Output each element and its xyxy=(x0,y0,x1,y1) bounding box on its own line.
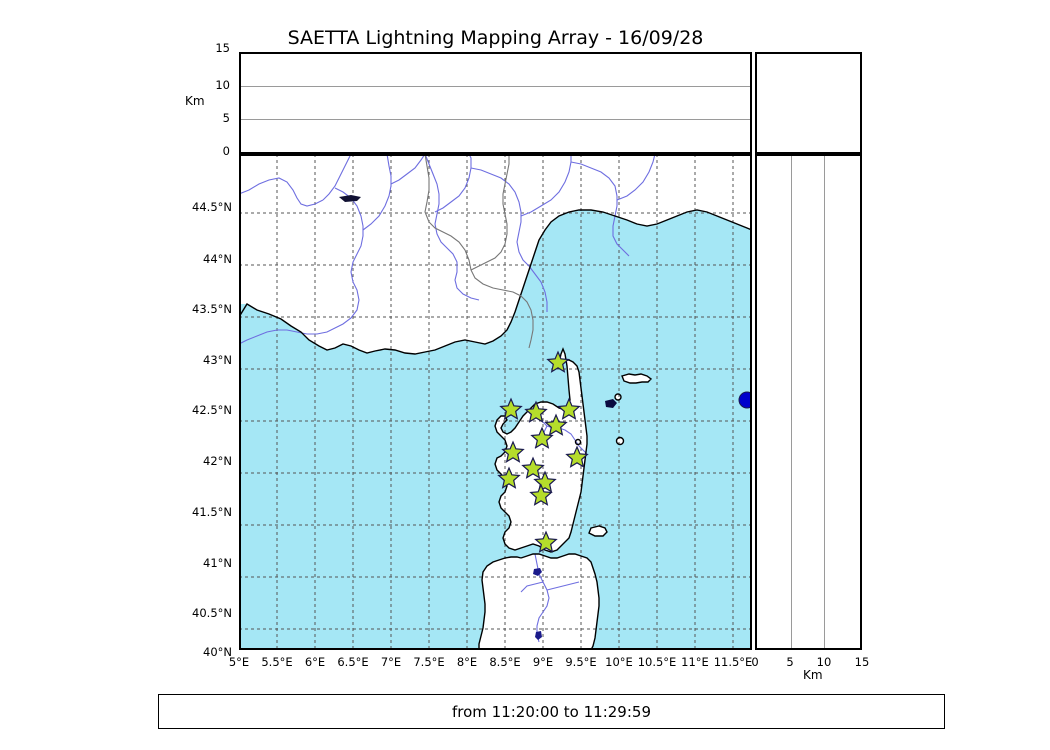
longitude-tick-7_5E: 7.5°E xyxy=(413,655,445,669)
map-gridlines xyxy=(241,156,750,648)
reference-marker xyxy=(738,391,750,408)
station-star xyxy=(498,396,523,420)
bay-fill xyxy=(604,398,617,408)
latitude-tick-43N: 43°N xyxy=(203,353,232,367)
map-panel[interactable] xyxy=(239,154,752,650)
altitude-right-tick-0: 0 xyxy=(751,655,759,669)
altitude-right-tick-15: 15 xyxy=(854,655,870,669)
latitude-tick-44N: 44°N xyxy=(203,252,232,266)
altitude-right-tick-10: 10 xyxy=(816,655,832,669)
latitude-tick-41_5N: 41.5°N xyxy=(192,505,232,519)
latitude-tick-44_5N: 44.5°N xyxy=(192,200,232,214)
altitude-tick-0: 0 xyxy=(222,144,230,158)
coastlines xyxy=(241,208,750,648)
altitude-latitude-plot-area xyxy=(757,156,860,648)
lake-sardinia-north xyxy=(532,567,542,576)
station-star xyxy=(496,465,521,489)
gridline-10km-vertical xyxy=(824,156,826,648)
station-star xyxy=(545,349,570,373)
longitude-tick-9E: 9°E xyxy=(532,655,554,669)
altitude-tick-15: 15 xyxy=(215,41,230,55)
lake-sardinia-south xyxy=(534,630,542,640)
altitude-tick-10: 10 xyxy=(215,78,230,92)
elba-island xyxy=(621,373,651,383)
station-markers xyxy=(496,349,589,553)
longitude-tick-5E: 5°E xyxy=(228,655,250,669)
longitude-tick-8_5E: 8.5°E xyxy=(489,655,521,669)
altitude-longitude-plot-area xyxy=(241,54,750,152)
latitude-tick-41N: 41°N xyxy=(203,556,232,570)
station-star xyxy=(533,529,558,553)
corner-panel xyxy=(755,52,862,154)
altitude-latitude-panel[interactable] xyxy=(755,154,862,650)
altitude-tick-5: 5 xyxy=(222,111,230,125)
altitude-axis-label: Km xyxy=(185,94,205,108)
station-star xyxy=(500,439,525,463)
time-range-caption: from 11:20:00 to 11:29:59 xyxy=(158,694,945,729)
islet-maddalena xyxy=(588,525,607,536)
longitude-tick-8E: 8°E xyxy=(456,655,478,669)
altitude-right-tick-5: 5 xyxy=(786,655,794,669)
longitude-tick-9_5E: 9.5°E xyxy=(565,655,597,669)
gridline-5km xyxy=(241,118,750,120)
longitude-tick-6_5E: 6.5°E xyxy=(337,655,369,669)
latitude-tick-40N: 40°N xyxy=(203,645,232,659)
longitude-tick-10E: 10°E xyxy=(605,655,633,669)
mainland-landmass xyxy=(241,156,750,354)
station-star xyxy=(529,425,554,449)
longitude-tick-7E: 7°E xyxy=(380,655,402,669)
map-graphic xyxy=(241,156,750,648)
station-star xyxy=(564,444,589,468)
longitude-tick-11E: 11°E xyxy=(681,655,709,669)
gridline-10km xyxy=(241,86,750,88)
station-star xyxy=(556,396,581,420)
station-star xyxy=(520,455,545,479)
corsica-landmass xyxy=(494,348,587,552)
latitude-tick-42N: 42°N xyxy=(203,454,232,468)
lake-geneva xyxy=(338,194,361,202)
latitude-tick-43_5N: 43.5°N xyxy=(192,302,232,316)
altitude-longitude-panel[interactable] xyxy=(239,52,752,154)
islet-pianosa xyxy=(616,437,623,444)
latitude-tick-40_5N: 40.5°N xyxy=(192,606,232,620)
station-star xyxy=(528,482,553,506)
longitude-tick-11_5E: 11.5°E xyxy=(713,655,753,669)
station-star xyxy=(543,412,568,436)
longitude-tick-5_5E: 5.5°E xyxy=(261,655,293,669)
longitude-tick-6E: 6°E xyxy=(304,655,326,669)
longitude-tick-10_5E: 10.5°E xyxy=(637,655,677,669)
latitude-tick-42_5N: 42.5°N xyxy=(192,403,232,417)
sardinia-landmass xyxy=(478,553,599,648)
gridline-5km-vertical xyxy=(790,156,792,648)
station-star xyxy=(523,399,548,423)
time-range-text: from 11:20:00 to 11:29:59 xyxy=(451,702,651,721)
page-title: SAETTA Lightning Mapping Array - 16/09/2… xyxy=(287,27,704,49)
altitude-right-axis-label: Km xyxy=(803,668,823,682)
admin-borders xyxy=(423,156,534,348)
